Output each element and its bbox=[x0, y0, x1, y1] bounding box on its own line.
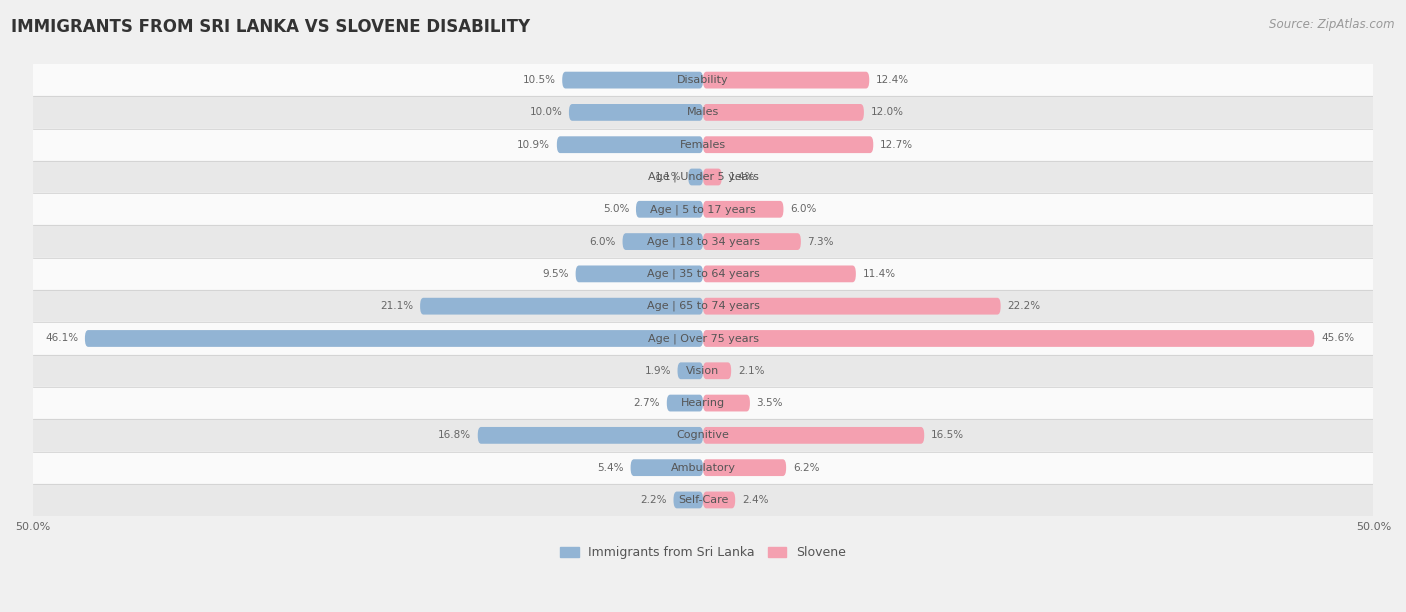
FancyBboxPatch shape bbox=[666, 395, 703, 411]
Text: 10.0%: 10.0% bbox=[529, 107, 562, 118]
Bar bbox=[32, 64, 1374, 96]
FancyBboxPatch shape bbox=[703, 491, 735, 509]
Text: 12.7%: 12.7% bbox=[880, 140, 912, 150]
Text: Age | 18 to 34 years: Age | 18 to 34 years bbox=[647, 236, 759, 247]
Bar bbox=[32, 290, 1374, 323]
Text: Age | 5 to 17 years: Age | 5 to 17 years bbox=[650, 204, 756, 215]
FancyBboxPatch shape bbox=[562, 72, 703, 89]
Text: Hearing: Hearing bbox=[681, 398, 725, 408]
Legend: Immigrants from Sri Lanka, Slovene: Immigrants from Sri Lanka, Slovene bbox=[555, 541, 851, 564]
Bar bbox=[32, 193, 1374, 225]
FancyBboxPatch shape bbox=[703, 362, 731, 379]
FancyBboxPatch shape bbox=[575, 266, 703, 282]
Text: Age | Over 75 years: Age | Over 75 years bbox=[648, 333, 758, 344]
Text: 6.0%: 6.0% bbox=[589, 237, 616, 247]
FancyBboxPatch shape bbox=[689, 168, 703, 185]
Text: 16.5%: 16.5% bbox=[931, 430, 965, 441]
FancyBboxPatch shape bbox=[703, 330, 1315, 347]
Text: 7.3%: 7.3% bbox=[807, 237, 834, 247]
Text: Females: Females bbox=[681, 140, 725, 150]
Text: 21.1%: 21.1% bbox=[380, 301, 413, 311]
Text: Source: ZipAtlas.com: Source: ZipAtlas.com bbox=[1270, 18, 1395, 31]
FancyBboxPatch shape bbox=[703, 201, 783, 218]
Text: 5.4%: 5.4% bbox=[598, 463, 624, 472]
FancyBboxPatch shape bbox=[703, 459, 786, 476]
Bar bbox=[32, 323, 1374, 354]
FancyBboxPatch shape bbox=[703, 427, 924, 444]
FancyBboxPatch shape bbox=[678, 362, 703, 379]
Text: 1.9%: 1.9% bbox=[644, 366, 671, 376]
FancyBboxPatch shape bbox=[703, 395, 749, 411]
Text: 1.4%: 1.4% bbox=[728, 172, 755, 182]
FancyBboxPatch shape bbox=[631, 459, 703, 476]
Bar bbox=[32, 161, 1374, 193]
Text: 12.0%: 12.0% bbox=[870, 107, 904, 118]
Text: 2.7%: 2.7% bbox=[634, 398, 659, 408]
FancyBboxPatch shape bbox=[703, 72, 869, 89]
Text: Self-Care: Self-Care bbox=[678, 495, 728, 505]
Text: 2.4%: 2.4% bbox=[742, 495, 769, 505]
Bar bbox=[32, 129, 1374, 161]
FancyBboxPatch shape bbox=[636, 201, 703, 218]
Text: 6.0%: 6.0% bbox=[790, 204, 817, 214]
FancyBboxPatch shape bbox=[569, 104, 703, 121]
FancyBboxPatch shape bbox=[703, 266, 856, 282]
Text: IMMIGRANTS FROM SRI LANKA VS SLOVENE DISABILITY: IMMIGRANTS FROM SRI LANKA VS SLOVENE DIS… bbox=[11, 18, 530, 36]
Text: 10.5%: 10.5% bbox=[523, 75, 555, 85]
Text: Vision: Vision bbox=[686, 366, 720, 376]
FancyBboxPatch shape bbox=[420, 298, 703, 315]
Text: Males: Males bbox=[688, 107, 718, 118]
Text: 5.0%: 5.0% bbox=[603, 204, 630, 214]
Text: Disability: Disability bbox=[678, 75, 728, 85]
Text: 1.1%: 1.1% bbox=[655, 172, 682, 182]
FancyBboxPatch shape bbox=[478, 427, 703, 444]
FancyBboxPatch shape bbox=[673, 491, 703, 509]
FancyBboxPatch shape bbox=[623, 233, 703, 250]
Text: 22.2%: 22.2% bbox=[1007, 301, 1040, 311]
Text: 3.5%: 3.5% bbox=[756, 398, 783, 408]
Text: Cognitive: Cognitive bbox=[676, 430, 730, 441]
Text: Age | 35 to 64 years: Age | 35 to 64 years bbox=[647, 269, 759, 279]
Bar bbox=[32, 387, 1374, 419]
Text: 10.9%: 10.9% bbox=[517, 140, 550, 150]
Text: 2.2%: 2.2% bbox=[640, 495, 666, 505]
Text: 12.4%: 12.4% bbox=[876, 75, 910, 85]
Text: 11.4%: 11.4% bbox=[862, 269, 896, 279]
Text: 16.8%: 16.8% bbox=[437, 430, 471, 441]
FancyBboxPatch shape bbox=[703, 298, 1001, 315]
Bar bbox=[32, 354, 1374, 387]
Bar bbox=[32, 225, 1374, 258]
Text: 6.2%: 6.2% bbox=[793, 463, 820, 472]
Bar bbox=[32, 96, 1374, 129]
Text: 2.1%: 2.1% bbox=[738, 366, 765, 376]
Bar bbox=[32, 419, 1374, 452]
FancyBboxPatch shape bbox=[84, 330, 703, 347]
Text: 45.6%: 45.6% bbox=[1322, 334, 1354, 343]
FancyBboxPatch shape bbox=[703, 168, 721, 185]
Bar bbox=[32, 258, 1374, 290]
Text: Ambulatory: Ambulatory bbox=[671, 463, 735, 472]
FancyBboxPatch shape bbox=[703, 233, 801, 250]
Text: 9.5%: 9.5% bbox=[543, 269, 569, 279]
FancyBboxPatch shape bbox=[703, 136, 873, 153]
FancyBboxPatch shape bbox=[703, 104, 863, 121]
Text: 46.1%: 46.1% bbox=[45, 334, 79, 343]
Bar bbox=[32, 484, 1374, 516]
Bar bbox=[32, 452, 1374, 484]
FancyBboxPatch shape bbox=[557, 136, 703, 153]
Text: Age | Under 5 years: Age | Under 5 years bbox=[648, 172, 758, 182]
Text: Age | 65 to 74 years: Age | 65 to 74 years bbox=[647, 301, 759, 312]
